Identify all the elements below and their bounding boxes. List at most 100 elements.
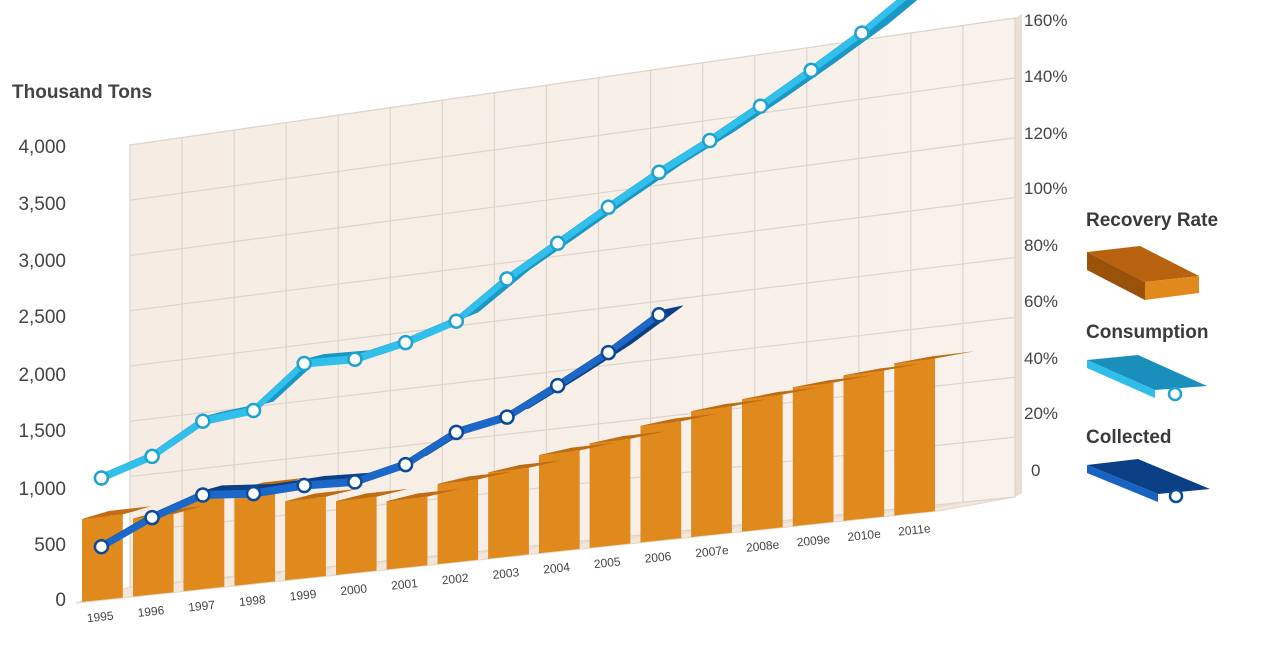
y2-tick-label: 140% xyxy=(1024,67,1067,86)
y2-tick-label: 160% xyxy=(1024,11,1067,30)
collected-point xyxy=(499,409,515,425)
x-axis-ticks: 1995 1996 1997 1998 1999 2000 2001 2002 2003 2004… xyxy=(86,521,931,625)
gridline-horizontal xyxy=(129,256,1016,367)
bar-recovery-rate xyxy=(133,506,203,597)
consumption-point xyxy=(448,313,465,329)
x-tick-label: 2008e xyxy=(745,537,780,554)
x-tick-label: 2006 xyxy=(644,549,672,566)
legend-swatch-recovery-rate xyxy=(1087,246,1199,300)
bar-recovery-rate xyxy=(589,431,666,548)
bar-recovery-rate xyxy=(792,375,872,527)
x-tick-label: 2007e xyxy=(695,543,730,560)
bar-recovery-rate xyxy=(843,363,923,521)
y-axis-label: Thousand Tons xyxy=(12,82,152,103)
y-tick-label: 4,000 xyxy=(18,137,66,158)
bar-recovery-rate xyxy=(183,489,254,592)
bar-recovery-rate xyxy=(640,413,717,543)
y-axis-left-ticks: 0 500 1,000 1,500 2,000 2,500 3,000 3,500 4,000 xyxy=(18,137,66,611)
consumption-point xyxy=(296,355,312,372)
x-tick-label: 2004 xyxy=(543,560,571,577)
y-tick-label: 0 xyxy=(55,590,66,611)
consumption-point xyxy=(854,25,870,41)
y2-tick-label: 100% xyxy=(1024,179,1067,198)
x-tick-label: 2001 xyxy=(390,576,418,593)
y-tick-label: 2,500 xyxy=(18,307,66,328)
consumption-point xyxy=(600,199,617,216)
consumption-point xyxy=(245,402,262,419)
collected-point xyxy=(651,307,667,323)
bar-recovery-rate xyxy=(234,477,306,586)
consumption-point xyxy=(195,413,211,429)
consumption-point xyxy=(499,271,515,287)
y-tick-label: 1,500 xyxy=(18,421,66,442)
y-tick-label: 2,000 xyxy=(18,365,66,386)
gridline-horizontal xyxy=(129,316,1016,422)
x-tick-label: 2009e xyxy=(796,532,831,549)
legend: Recovery Rate Consumption Collected xyxy=(1086,210,1218,504)
y-tick-label: 1,000 xyxy=(18,479,66,500)
collected-point xyxy=(448,424,465,441)
gridline-horizontal xyxy=(129,17,1016,146)
x-tick-label: 2000 xyxy=(340,581,368,598)
y2-tick-label: 80% xyxy=(1024,236,1058,255)
consumption-point xyxy=(803,62,819,79)
legend-label-recovery-rate: Recovery Rate xyxy=(1086,210,1218,231)
y-tick-label: 3,000 xyxy=(18,251,66,272)
collected-point xyxy=(397,456,414,473)
x-tick-label: 2002 xyxy=(441,571,469,588)
gridline-floor xyxy=(937,496,1016,512)
collected-point xyxy=(195,487,211,503)
collected-series xyxy=(93,305,683,555)
legend-swatch-collected xyxy=(1087,459,1210,504)
x-tick-label: 2011e xyxy=(897,521,931,538)
collected-point xyxy=(296,477,312,494)
bar-recovery-rate xyxy=(691,399,769,537)
y-tick-label: 500 xyxy=(34,535,66,556)
collected-point xyxy=(245,485,262,502)
recovery-rate-bars xyxy=(82,351,975,602)
consumption-point xyxy=(347,351,363,368)
legend-swatch-consumption xyxy=(1087,355,1207,402)
y2-tick-label: 40% xyxy=(1024,349,1058,368)
collected-point xyxy=(93,538,110,555)
x-tick-label: 1996 xyxy=(137,603,165,620)
consumption-point xyxy=(752,98,769,114)
collected-point xyxy=(549,377,566,394)
legend-label-collected: Collected xyxy=(1086,427,1172,448)
y2-tick-label: 20% xyxy=(1024,404,1058,423)
gridline-horizontal xyxy=(129,137,1016,257)
x-tick-label: 2010e xyxy=(847,527,882,544)
consumption-point xyxy=(549,235,566,252)
legend-label-consumption: Consumption xyxy=(1086,322,1208,343)
bar-recovery-rate xyxy=(894,351,975,516)
collected-point xyxy=(347,474,363,490)
consumption-point xyxy=(397,334,414,351)
bar-recovery-rate xyxy=(437,471,512,565)
bar-recovery-rate xyxy=(336,488,409,575)
consumption-point xyxy=(144,448,160,465)
bar-recovery-rate xyxy=(539,442,614,554)
x-tick-label: 1999 xyxy=(289,587,317,604)
consumption-series xyxy=(93,0,918,486)
bar-recovery-rate xyxy=(285,488,357,581)
gridline-horizontal xyxy=(129,197,1016,312)
collected-point xyxy=(600,344,617,361)
consumption-point xyxy=(651,164,667,181)
x-tick-label: 2005 xyxy=(593,554,621,571)
y2-tick-label: 60% xyxy=(1024,292,1058,311)
gridline-horizontal xyxy=(129,77,1016,201)
collected-point xyxy=(144,509,160,526)
bar-recovery-rate xyxy=(488,460,563,559)
x-tick-label: 2003 xyxy=(492,565,520,582)
y2-tick-label: 0 xyxy=(1031,461,1040,480)
y2-tick-label: 120% xyxy=(1024,124,1067,143)
bar-recovery-rate xyxy=(742,387,820,532)
consumption-point xyxy=(702,132,718,149)
x-tick-label: 1997 xyxy=(188,598,216,615)
bar-recovery-rate xyxy=(386,488,460,570)
x-tick-label: 1995 xyxy=(86,609,114,626)
consumption-point xyxy=(93,470,110,486)
x-tick-label: 1998 xyxy=(238,592,266,609)
y-tick-label: 3,500 xyxy=(18,194,66,215)
